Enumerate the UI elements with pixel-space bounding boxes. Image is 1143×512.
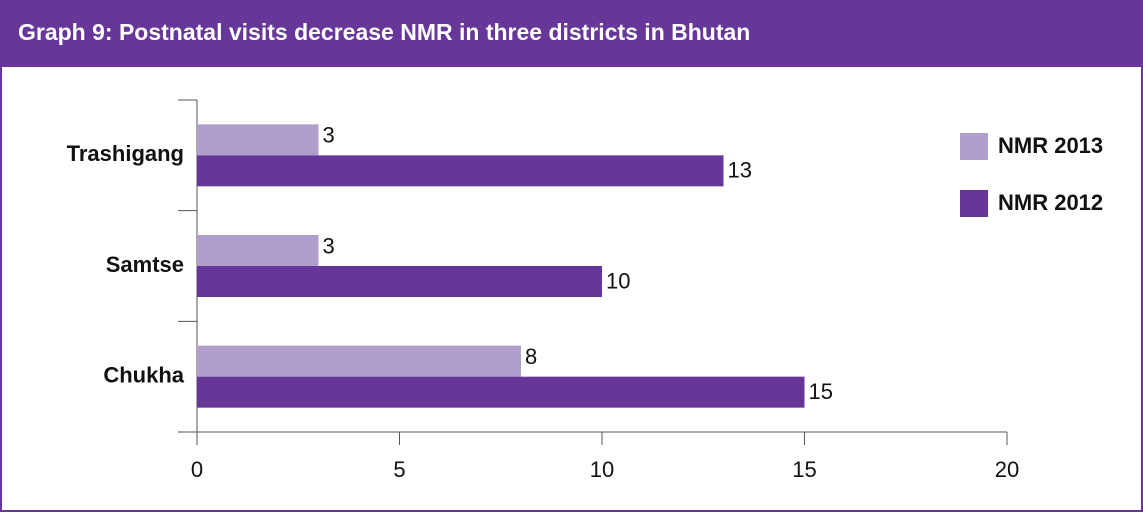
legend-swatch [960,190,988,217]
bar [197,376,805,408]
category-label: Samtse [106,252,184,277]
x-tick-label: 10 [590,457,614,482]
bar [197,235,319,266]
bar [197,124,319,156]
value-label: 10 [606,268,630,293]
value-label: 8 [525,344,537,369]
x-tick-label: 5 [393,457,405,482]
bar [197,155,724,187]
frame [0,65,1143,512]
x-tick-label: 15 [792,457,816,482]
header-band [0,0,1143,66]
category-label: Chukha [103,362,184,387]
value-label: 13 [728,158,752,183]
chart-title: Graph 9: Postnatal visits decrease NMR i… [18,19,750,45]
bar [197,345,521,377]
value-label: 15 [809,379,833,404]
legend-label: NMR 2013 [998,133,1103,158]
legend-swatch [960,133,988,160]
legend-label: NMR 2012 [998,190,1103,215]
x-tick-label: 20 [995,457,1019,482]
value-label: 3 [323,233,335,258]
category-label: Trashigang [67,141,184,166]
bar [197,266,602,297]
x-tick-label: 0 [191,457,203,482]
value-label: 3 [323,123,335,148]
